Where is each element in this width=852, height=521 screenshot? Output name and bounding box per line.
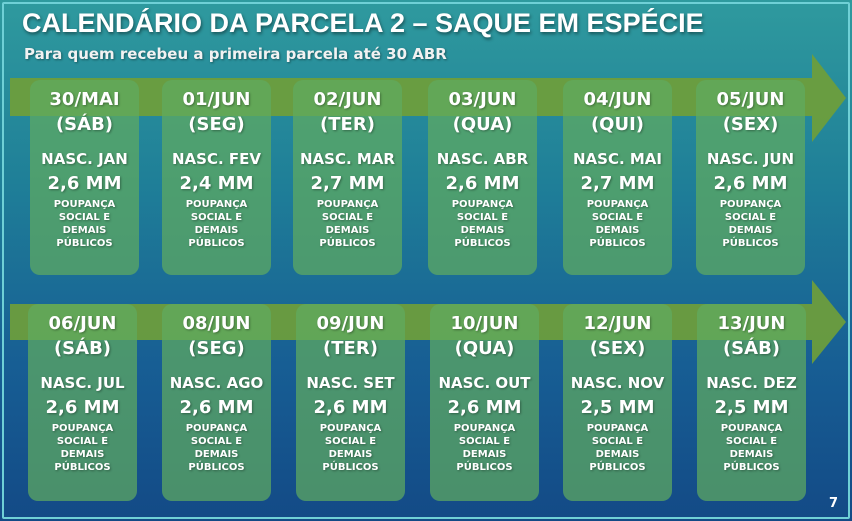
card-birth-month: NASC. MAR: [300, 150, 395, 168]
card-birth-month: NASC. ABR: [436, 150, 529, 168]
card-weekday: (TER): [323, 338, 378, 359]
schedule-card: 03/JUN (QUA) NASC. ABR 2,6 MM POUPANÇA S…: [428, 80, 537, 275]
card-date: 06/JUN: [48, 313, 117, 334]
card-description: POUPANÇA SOCIAL E DEMAIS PÚBLICOS: [319, 423, 382, 473]
card-date: 30/MAI: [49, 89, 120, 110]
card-birth-month: NASC. OUT: [438, 374, 531, 392]
card-description: POUPANÇA SOCIAL E DEMAIS PÚBLICOS: [53, 199, 116, 249]
card-amount: 2,6 MM: [713, 173, 788, 194]
schedule-card: 12/JUN (SEX) NASC. NOV 2,5 MM POUPANÇA S…: [563, 304, 672, 501]
schedule-card: 08/JUN (SEG) NASC. AGO 2,6 MM POUPANÇA S…: [162, 304, 271, 501]
page-number: 7: [828, 496, 838, 511]
card-weekday: (QUA): [452, 114, 513, 135]
schedule-card: 02/JUN (TER) NASC. MAR 2,7 MM POUPANÇA S…: [293, 80, 402, 275]
card-date: 04/JUN: [583, 89, 652, 110]
card-weekday: (QUI): [590, 114, 645, 135]
card-description: POUPANÇA SOCIAL E DEMAIS PÚBLICOS: [185, 423, 248, 473]
card-date: 10/JUN: [450, 313, 519, 334]
card-birth-month: NASC. MAI: [572, 150, 662, 168]
card-weekday: (SEX): [589, 338, 646, 359]
card-weekday: (SÁB): [53, 338, 112, 359]
card-date: 08/JUN: [182, 313, 251, 334]
card-birth-month: NASC. FEV: [172, 150, 261, 168]
card-amount: 2,6 MM: [313, 397, 388, 418]
card-date: 02/JUN: [313, 89, 382, 110]
card-description: POUPANÇA SOCIAL E DEMAIS PÚBLICOS: [453, 423, 516, 473]
card-description: POUPANÇA SOCIAL E DEMAIS PÚBLICOS: [451, 199, 514, 249]
schedule-card: 04/JUN (QUI) NASC. MAI 2,7 MM POUPANÇA S…: [563, 80, 672, 275]
card-birth-month: NASC. JAN: [41, 150, 128, 168]
card-amount: 2,7 MM: [580, 173, 655, 194]
card-birth-month: NASC. DEZ: [706, 374, 797, 392]
card-description: POUPANÇA SOCIAL E DEMAIS PÚBLICOS: [719, 199, 782, 249]
card-description: POUPANÇA SOCIAL E DEMAIS PÚBLICOS: [586, 199, 649, 249]
card-amount: 2,6 MM: [47, 173, 122, 194]
timeline-arrow-row-2: [10, 280, 846, 364]
card-date: 13/JUN: [717, 313, 786, 334]
card-amount: 2,6 MM: [445, 173, 520, 194]
card-weekday: (TER): [320, 114, 375, 135]
schedule-card: 13/JUN (SÁB) NASC. DEZ 2,5 MM POUPANÇA S…: [697, 304, 806, 501]
slide-subtitle: Para quem recebeu a primeira parcela até…: [24, 45, 447, 63]
card-description: POUPANÇA SOCIAL E DEMAIS PÚBLICOS: [720, 423, 783, 473]
card-date: 05/JUN: [716, 89, 785, 110]
card-amount: 2,5 MM: [580, 397, 655, 418]
card-weekday: (QUA): [454, 338, 515, 359]
card-weekday: (SEG): [188, 114, 245, 135]
schedule-card: 01/JUN (SEG) NASC. FEV 2,4 MM POUPANÇA S…: [162, 80, 271, 275]
card-weekday: (SEG): [188, 338, 245, 359]
card-date: 12/JUN: [583, 313, 652, 334]
slide-title: CALENDÁRIO DA PARCELA 2 – SAQUE EM ESPÉC…: [22, 8, 704, 38]
card-description: POUPANÇA SOCIAL E DEMAIS PÚBLICOS: [316, 199, 379, 249]
card-birth-month: NASC. JUN: [706, 150, 795, 168]
card-date: 01/JUN: [182, 89, 251, 110]
card-weekday: (SÁB): [722, 338, 781, 359]
card-amount: 2,6 MM: [45, 397, 120, 418]
card-amount: 2,6 MM: [447, 397, 522, 418]
card-amount: 2,5 MM: [714, 397, 789, 418]
card-weekday: (SEX): [722, 114, 779, 135]
card-weekday: (SÁB): [55, 114, 114, 135]
card-birth-month: NASC. JUL: [40, 374, 125, 392]
schedule-card: 10/JUN (QUA) NASC. OUT 2,6 MM POUPANÇA S…: [430, 304, 539, 501]
card-date: 09/JUN: [316, 313, 385, 334]
card-description: POUPANÇA SOCIAL E DEMAIS PÚBLICOS: [586, 423, 649, 473]
card-birth-month: NASC. NOV: [570, 374, 665, 392]
card-amount: 2,4 MM: [179, 173, 254, 194]
schedule-card: 06/JUN (SÁB) NASC. JUL 2,6 MM POUPANÇA S…: [28, 304, 137, 501]
card-description: POUPANÇA SOCIAL E DEMAIS PÚBLICOS: [185, 199, 248, 249]
card-birth-month: NASC. AGO: [169, 374, 264, 392]
card-amount: 2,7 MM: [310, 173, 385, 194]
schedule-card: 05/JUN (SEX) NASC. JUN 2,6 MM POUPANÇA S…: [696, 80, 805, 275]
card-birth-month: NASC. SET: [306, 374, 395, 392]
schedule-card: 30/MAI (SÁB) NASC. JAN 2,6 MM POUPANÇA S…: [30, 80, 139, 275]
card-date: 03/JUN: [448, 89, 517, 110]
card-description: POUPANÇA SOCIAL E DEMAIS PÚBLICOS: [51, 423, 114, 473]
schedule-card: 09/JUN (TER) NASC. SET 2,6 MM POUPANÇA S…: [296, 304, 405, 501]
card-amount: 2,6 MM: [179, 397, 254, 418]
